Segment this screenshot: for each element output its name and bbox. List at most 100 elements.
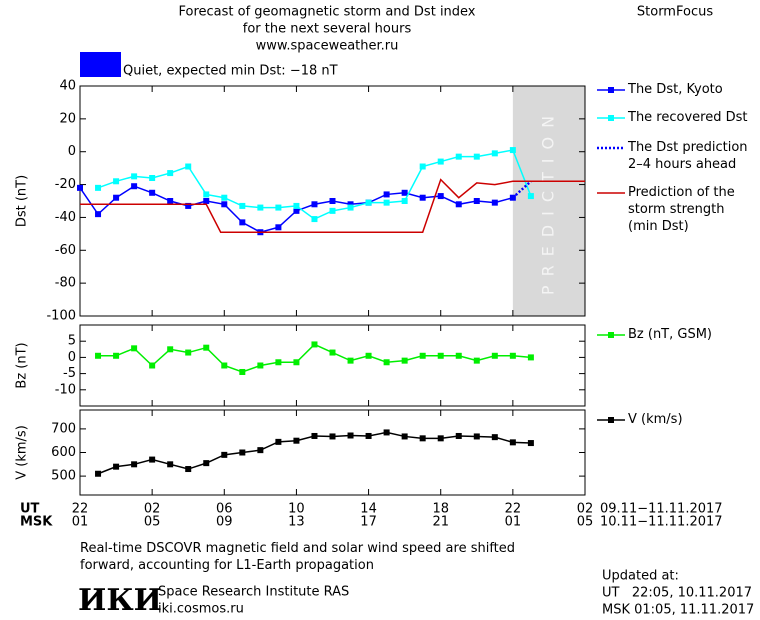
plot-frame bbox=[79, 324, 586, 407]
point bbox=[185, 202, 192, 209]
plot-frame bbox=[79, 409, 586, 496]
point bbox=[311, 201, 318, 208]
y-tick-label: 20 bbox=[59, 111, 76, 126]
point bbox=[185, 466, 192, 473]
x2-tick-label: 01 bbox=[505, 515, 522, 530]
series-line bbox=[98, 343, 531, 373]
point bbox=[275, 438, 282, 445]
point bbox=[455, 352, 462, 359]
point bbox=[185, 163, 192, 170]
point bbox=[95, 184, 102, 191]
x2-tick-label: 21 bbox=[432, 515, 449, 530]
y-tick-label: -60 bbox=[55, 243, 76, 258]
x-tick-label: 02 bbox=[144, 502, 161, 517]
x2-range: 10.11−11.11.2017 bbox=[600, 515, 723, 530]
point bbox=[527, 193, 534, 200]
point bbox=[437, 352, 444, 359]
point bbox=[257, 204, 264, 211]
point bbox=[149, 189, 156, 196]
point bbox=[311, 432, 318, 439]
y-tick-label: 0 bbox=[68, 144, 76, 159]
point bbox=[203, 191, 210, 198]
title: Forecast of geomagnetic storm and Dst in… bbox=[178, 5, 475, 20]
point bbox=[239, 202, 246, 209]
point bbox=[221, 201, 228, 208]
prediction-label: PREDICTION bbox=[538, 107, 557, 295]
x2-tick-label: 05 bbox=[144, 515, 161, 530]
point bbox=[131, 173, 138, 180]
point bbox=[167, 198, 174, 204]
y-axis-label: V (km/s) bbox=[15, 425, 30, 480]
point bbox=[311, 341, 318, 348]
plot-frame bbox=[79, 85, 586, 317]
y-tick-label: 40 bbox=[59, 79, 76, 94]
y-tick-label: -10 bbox=[55, 382, 76, 397]
point bbox=[131, 183, 138, 190]
point bbox=[149, 175, 156, 181]
x2-tick-label: 17 bbox=[360, 515, 377, 530]
legend-label: The Dst prediction 2–4 hours ahead bbox=[628, 140, 748, 172]
point bbox=[77, 184, 83, 191]
point bbox=[203, 198, 210, 204]
point bbox=[473, 198, 480, 204]
point bbox=[347, 357, 354, 364]
point bbox=[311, 216, 318, 223]
point bbox=[221, 194, 228, 201]
point bbox=[401, 357, 408, 364]
point bbox=[131, 345, 138, 352]
point bbox=[509, 352, 516, 359]
prediction-band bbox=[512, 86, 585, 316]
series-line bbox=[97, 149, 532, 220]
point bbox=[491, 199, 498, 206]
y-tick-label: 500 bbox=[51, 469, 76, 484]
legend-label: V (km/s) bbox=[628, 412, 683, 427]
point bbox=[437, 158, 444, 165]
point bbox=[221, 451, 228, 458]
y-tick-label: 5 bbox=[68, 334, 76, 349]
point bbox=[293, 207, 300, 214]
x2-tick-label: 09 bbox=[216, 515, 233, 530]
point bbox=[329, 433, 336, 440]
point bbox=[239, 368, 246, 375]
legend-label: Bz (nT, GSM) bbox=[628, 327, 713, 342]
point bbox=[383, 199, 390, 206]
point bbox=[383, 359, 390, 366]
point bbox=[275, 224, 282, 231]
point bbox=[473, 433, 480, 440]
point bbox=[437, 193, 444, 200]
legend-label: Prediction of the storm strength (min Ds… bbox=[628, 185, 735, 234]
series-line bbox=[80, 178, 585, 233]
y-tick-label: 700 bbox=[51, 421, 76, 436]
point bbox=[239, 449, 246, 456]
y-tick-label: -20 bbox=[55, 177, 76, 192]
x2-axis-label: MSK bbox=[20, 515, 53, 530]
x2-tick-label: 05 bbox=[577, 515, 594, 530]
point bbox=[491, 150, 498, 157]
point bbox=[257, 447, 264, 454]
y-tick-label: -80 bbox=[55, 276, 76, 291]
x-tick-label: 22 bbox=[505, 502, 522, 517]
point bbox=[365, 432, 372, 439]
legend-marker bbox=[608, 417, 614, 423]
point bbox=[221, 362, 228, 369]
point bbox=[329, 349, 336, 356]
legend-marker bbox=[608, 115, 614, 121]
point bbox=[203, 344, 210, 351]
point bbox=[113, 194, 120, 201]
updated-title: Updated at: bbox=[602, 569, 679, 584]
point bbox=[455, 201, 462, 208]
title: www.spaceweather.ru bbox=[256, 39, 399, 54]
title: for the next several hours bbox=[243, 22, 412, 37]
point bbox=[293, 202, 300, 209]
x-tick-label: 22 bbox=[72, 502, 89, 517]
status: Quiet, expected min Dst: −18 nT bbox=[123, 64, 338, 79]
y-tick-label: -40 bbox=[55, 210, 76, 225]
point bbox=[113, 178, 120, 185]
brand: StormFocus bbox=[637, 5, 713, 20]
point bbox=[167, 346, 174, 353]
point bbox=[527, 440, 534, 447]
site: iki.cosmos.ru bbox=[158, 602, 244, 617]
x-tick-label: 14 bbox=[360, 502, 377, 517]
point bbox=[419, 352, 426, 359]
